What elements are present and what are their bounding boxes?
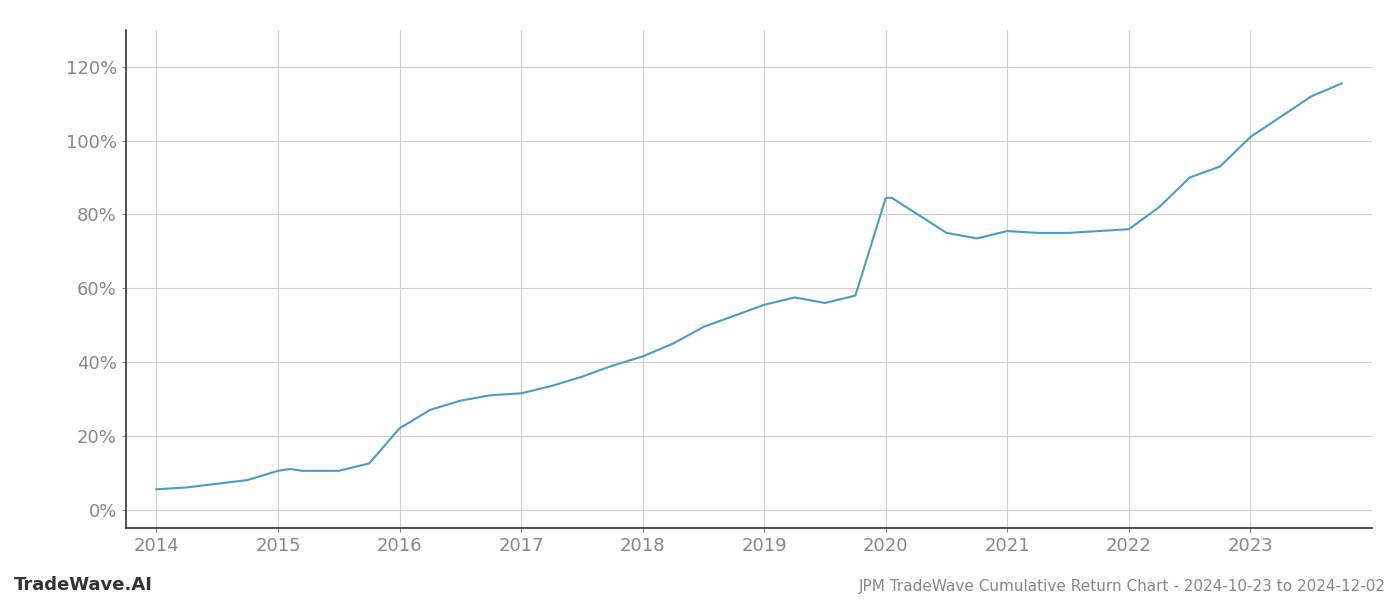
Text: TradeWave.AI: TradeWave.AI bbox=[14, 576, 153, 594]
Text: JPM TradeWave Cumulative Return Chart - 2024-10-23 to 2024-12-02: JPM TradeWave Cumulative Return Chart - … bbox=[860, 579, 1386, 594]
